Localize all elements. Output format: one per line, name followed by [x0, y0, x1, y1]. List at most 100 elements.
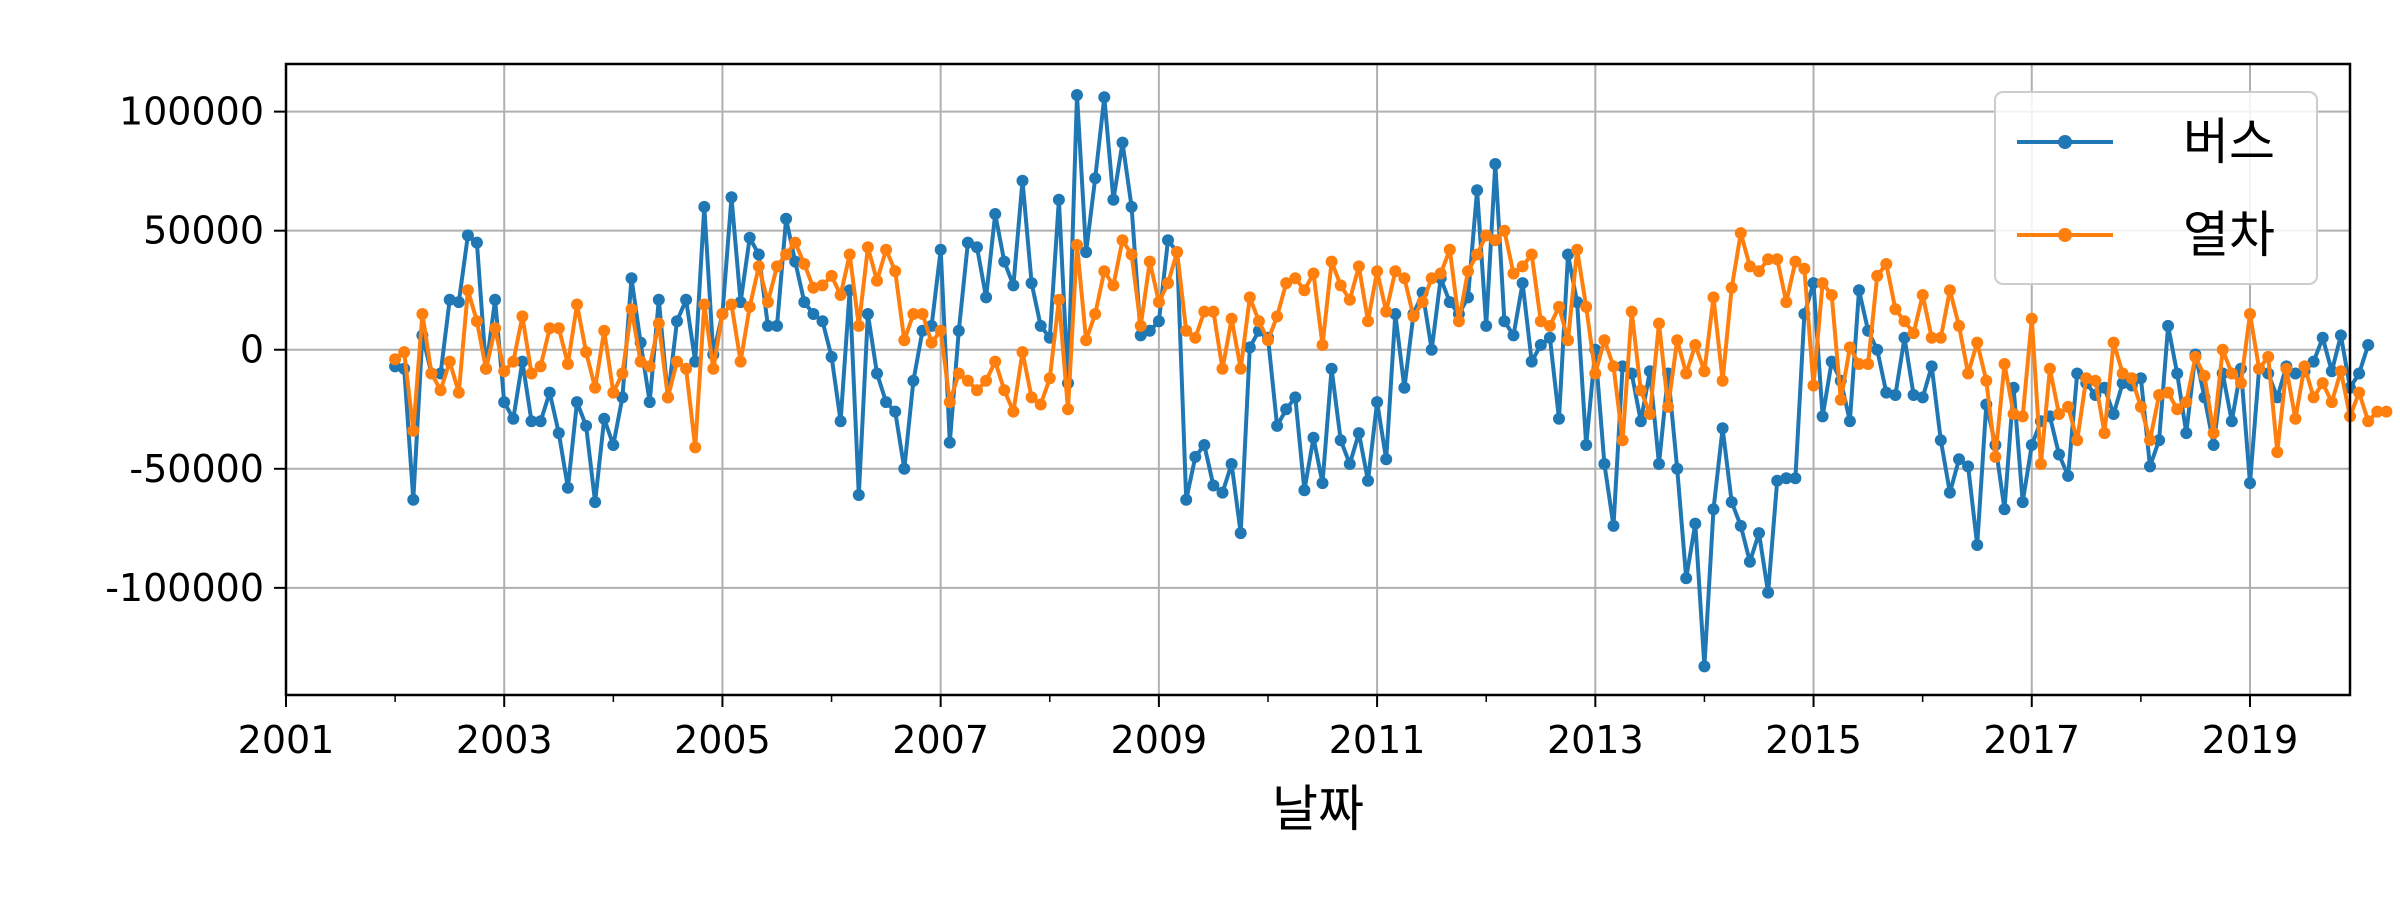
data-point — [1643, 408, 1656, 420]
data-point — [807, 308, 820, 320]
data-point — [616, 391, 629, 404]
data-point — [1180, 493, 1193, 506]
data-point — [1152, 296, 1165, 309]
data-point — [1443, 296, 1456, 309]
data-point — [943, 436, 956, 449]
data-point — [2116, 367, 2129, 380]
data-point — [1334, 279, 1347, 292]
data-point — [725, 191, 738, 204]
data-point — [980, 291, 993, 304]
data-point — [2062, 469, 2075, 482]
data-point — [461, 284, 474, 297]
data-point — [752, 260, 765, 273]
data-point — [1316, 339, 1329, 351]
data-point — [416, 308, 429, 320]
data-point — [1116, 136, 1129, 149]
data-point — [861, 308, 874, 320]
data-point — [2134, 372, 2147, 385]
data-point — [1416, 296, 1429, 309]
data-point — [1471, 248, 1484, 261]
data-point — [1489, 234, 1502, 247]
data-point — [1271, 419, 1284, 432]
data-point — [434, 384, 447, 397]
data-point — [1389, 265, 1402, 278]
data-point — [1362, 315, 1374, 328]
data-point — [1571, 243, 1584, 256]
data-point — [2316, 377, 2329, 390]
data-point — [2334, 329, 2347, 342]
data-point — [1243, 291, 1256, 304]
data-point — [1807, 379, 1820, 392]
data-point — [1143, 324, 1156, 337]
data-point — [761, 319, 774, 332]
data-point — [907, 374, 920, 387]
data-point — [1480, 229, 1493, 242]
data-point — [971, 241, 983, 254]
data-point — [2125, 372, 2138, 385]
data-point — [952, 324, 965, 337]
data-point — [816, 279, 829, 292]
data-point — [1843, 415, 1856, 428]
data-point — [1198, 439, 1211, 451]
data-point — [1725, 496, 1738, 509]
data-point — [1443, 243, 1456, 256]
data-point — [743, 300, 756, 313]
x-tick-label: 2001 — [238, 718, 335, 762]
data-point — [1607, 519, 1620, 532]
data-point — [1352, 260, 1365, 273]
data-point — [1025, 277, 1038, 290]
data-point — [571, 396, 583, 409]
data-point — [1062, 403, 1074, 416]
data-point — [1252, 315, 1265, 328]
data-point — [1998, 503, 2011, 516]
data-point — [1653, 458, 1665, 470]
plot-frame — [284, 62, 2352, 697]
data-point — [598, 412, 611, 425]
data-point — [852, 319, 865, 332]
data-point — [2043, 362, 2056, 375]
data-point — [525, 415, 538, 428]
data-point — [1816, 277, 1829, 290]
data-point — [1771, 474, 1784, 487]
data-point — [2207, 439, 2220, 451]
data-point — [680, 293, 693, 306]
data-point — [2062, 400, 2075, 413]
data-point — [1753, 265, 1765, 278]
data-point — [1516, 260, 1529, 273]
data-point — [1207, 305, 1220, 318]
data-point — [1853, 358, 1865, 370]
data-point — [1562, 334, 1574, 347]
data-point — [1671, 462, 1684, 475]
data-point — [1025, 391, 1038, 404]
data-point — [1971, 539, 1984, 551]
data-point — [561, 481, 574, 494]
data-point — [2162, 386, 2175, 399]
data-point — [1598, 334, 1611, 347]
data-point — [507, 355, 520, 368]
data-point — [561, 358, 574, 370]
data-point — [598, 324, 611, 337]
data-point — [1234, 362, 1247, 375]
data-point — [998, 255, 1011, 268]
data-point — [1398, 272, 1411, 285]
data-point — [1034, 398, 1047, 411]
data-point — [1589, 367, 1602, 380]
data-point — [952, 367, 965, 380]
data-point — [1471, 184, 1484, 197]
data-point — [2280, 362, 2293, 375]
data-point — [1007, 405, 1020, 418]
data-point — [1998, 358, 2011, 370]
data-point — [2262, 350, 2275, 363]
data-point — [861, 241, 874, 254]
data-point — [1771, 253, 1784, 266]
data-point — [1125, 200, 1138, 213]
data-point — [1698, 660, 1711, 673]
data-point — [1525, 355, 1538, 368]
data-point — [1734, 227, 1747, 240]
data-point — [1052, 193, 1065, 206]
x-tick-label: 2013 — [1547, 718, 1644, 762]
x-tick-label: 2005 — [674, 718, 771, 762]
data-point — [1753, 527, 1765, 540]
data-point — [643, 360, 656, 373]
data-point — [1362, 474, 1374, 487]
